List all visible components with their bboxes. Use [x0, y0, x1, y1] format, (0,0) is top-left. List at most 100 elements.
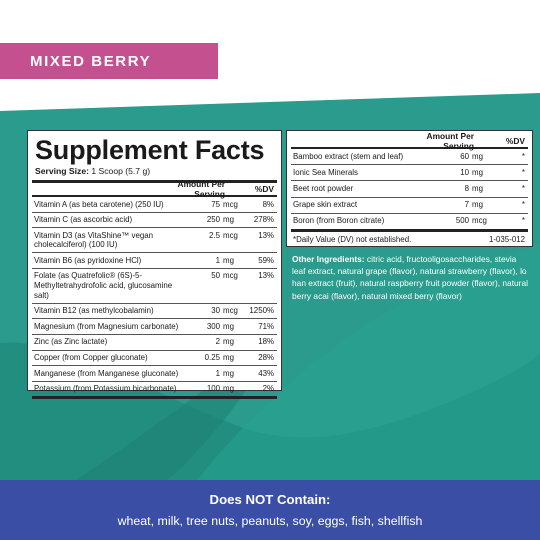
nutrient-name: Vitamin D3 (as VitaShine™ vegan cholecal…	[34, 230, 154, 250]
nutrient-qty: 500	[455, 216, 469, 226]
nutrient-dv: 1250%	[249, 306, 274, 316]
facts-continued-panel: Amount Per Serving %DV Bamboo extract (s…	[286, 130, 533, 247]
nutrient-unit: mg	[223, 384, 234, 394]
facts-row: Vitamin C (as ascorbic acid) 250 mg 278%	[32, 213, 277, 229]
facts-row: Zinc (as Zinc lactate) 2 mg 18%	[32, 335, 277, 351]
nutrient-qty: 1	[215, 368, 220, 378]
nutrient-unit: mg	[223, 255, 234, 265]
facts-row: Manganese (from Manganese gluconate) 1 m…	[32, 366, 277, 382]
facts-row: Copper (from Copper gluconate) 0.25 mg 2…	[32, 351, 277, 367]
facts-row: Vitamin A (as beta carotene) (250 IU) 75…	[32, 197, 277, 213]
nutrient-dv: 59%	[258, 255, 274, 265]
nutrient-qty: 10	[460, 167, 469, 177]
right-header-amount: Amount Per Serving	[426, 131, 474, 151]
facts-row: Folate (as Quatrefolic® (6S)-5-Methyltet…	[32, 269, 277, 304]
nutrient-unit: mcg	[223, 230, 238, 240]
nutrient-qty: 250	[206, 215, 220, 225]
nutrient-qty: 60	[460, 151, 469, 161]
nutrient-dv: *	[521, 183, 525, 193]
nutrient-qty: 30	[211, 306, 220, 316]
nutrient-qty: 300	[206, 321, 220, 331]
facts-row: Vitamin B6 (as pyridoxine HCl) 1 mg 59%	[32, 253, 277, 269]
nutrient-name: Grape skin extract	[293, 200, 358, 210]
nutrient-qty: 0.25	[204, 353, 220, 363]
nutrient-dv: 28%	[258, 353, 274, 363]
top-area	[0, 0, 540, 93]
nutrient-unit: mg	[223, 337, 234, 347]
facts-title: Supplement Facts	[35, 135, 265, 165]
nutrient-qty: 50	[211, 271, 220, 281]
nutrient-name: Boron (from Boron citrate)	[293, 216, 385, 226]
nutrient-qty: 8	[464, 183, 469, 193]
facts-row: Ionic Sea Minerals 10 mg *	[291, 165, 528, 182]
serving-size: Serving Size: 1 Scoop (5.7 g)	[32, 165, 277, 178]
nutrient-dv: 8%	[262, 199, 274, 209]
allergen-title: Does NOT Contain:	[209, 492, 331, 507]
nutrient-dv: 71%	[258, 321, 274, 331]
flavor-label: MIXED BERRY	[30, 52, 152, 70]
facts-row: Vitamin D3 (as VitaShine™ vegan cholecal…	[32, 228, 277, 254]
nutrient-qty: 75	[211, 199, 220, 209]
right-header-dv: %DV	[505, 136, 525, 146]
nutrient-name: Folate (as Quatrefolic® (6S)-5-Methyltet…	[34, 271, 173, 300]
nutrient-dv: 13%	[258, 230, 274, 240]
nutrient-dv: 13%	[258, 271, 274, 281]
header-dv: %DV	[254, 184, 274, 194]
facts-row: Grape skin extract 7 mg *	[291, 198, 528, 214]
nutrient-unit: mg	[472, 151, 483, 161]
nutrient-unit: mcg	[223, 199, 238, 209]
nutrient-dv: *	[521, 200, 525, 210]
nutrient-unit: mcg	[472, 216, 487, 226]
nutrient-qty: 7	[464, 200, 469, 210]
dv-footnote: *Daily Value (DV) not established. 1-035…	[291, 232, 528, 244]
nutrient-qty: 1	[215, 255, 220, 265]
nutrient-name: Zinc (as Zinc lactate)	[34, 337, 108, 347]
facts-row: Beet root powder 8 mg *	[291, 181, 528, 198]
nutrient-unit: mg	[472, 200, 483, 210]
nutrient-unit: mg	[223, 215, 234, 225]
facts-row: Bamboo extract (stem and leaf) 60 mg *	[291, 149, 528, 166]
nutrient-name: Bamboo extract (stem and leaf)	[293, 151, 404, 161]
nutrient-unit: mcg	[223, 306, 238, 316]
header-amount: Amount Per Serving	[177, 179, 225, 199]
nutrient-unit: mg	[223, 353, 234, 363]
nutrient-unit: mg	[223, 368, 234, 378]
nutrient-name: Vitamin B6 (as pyridoxine HCl)	[34, 255, 142, 265]
facts-header-row: Amount Per Serving %DV	[32, 179, 277, 199]
other-ingredients: Other Ingredients: citric acid, fructool…	[292, 253, 532, 302]
other-ingredients-label: Other Ingredients:	[292, 254, 365, 264]
nutrient-unit: mg	[223, 321, 234, 331]
nutrient-dv: *	[521, 216, 525, 226]
nutrient-dv: 43%	[258, 368, 274, 378]
facts-row: Magnesium (from Magnesium carbonate) 300…	[32, 319, 277, 335]
facts-row: Boron (from Boron citrate) 500 mcg *	[291, 214, 528, 232]
serving-label: Serving Size:	[35, 166, 89, 176]
facts-row: Vitamin B12 (as methylcobalamin) 30 mcg …	[32, 304, 277, 320]
serving-value: 1 Scoop (5.7 g)	[88, 166, 151, 176]
nutrient-name: Vitamin B12 (as methylcobalamin)	[34, 306, 154, 316]
nutrient-dv: *	[521, 151, 525, 161]
allergen-list: wheat, milk, tree nuts, peanuts, soy, eg…	[117, 514, 423, 528]
nutrient-qty: 2	[215, 337, 220, 347]
other-ingredients-text: citric acid, fructooligosaccharides, ste…	[292, 254, 528, 301]
nutrient-name: Manganese (from Manganese gluconate)	[34, 368, 179, 378]
nutrient-name: Vitamin A (as beta carotene) (250 IU)	[34, 199, 164, 209]
nutrient-qty: 100	[206, 384, 220, 394]
nutrient-unit: mcg	[223, 271, 238, 281]
facts-row: Potassium (from Potassium bicarbonate) 1…	[32, 382, 277, 400]
right-header-row: Amount Per Serving %DV	[291, 131, 528, 151]
dv-note-text: *Daily Value (DV) not established.	[293, 234, 412, 244]
nutrient-dv: 18%	[258, 337, 274, 347]
nutrient-unit: mg	[472, 183, 483, 193]
product-code: 1-035-012	[489, 234, 525, 244]
nutrient-unit: mg	[472, 167, 483, 177]
nutrient-dv: 2%	[262, 384, 274, 394]
nutrient-name: Beet root powder	[293, 183, 354, 193]
nutrient-name: Ionic Sea Minerals	[293, 167, 358, 177]
nutrient-name: Copper (from Copper gluconate)	[34, 353, 148, 363]
nutrient-qty: 2.5	[209, 230, 220, 240]
supplement-facts-panel: Supplement Facts Serving Size: 1 Scoop (…	[27, 130, 282, 400]
nutrient-dv: 278%	[253, 215, 274, 225]
flavor-banner: MIXED BERRY	[0, 43, 218, 79]
thick-rule	[32, 180, 277, 183]
